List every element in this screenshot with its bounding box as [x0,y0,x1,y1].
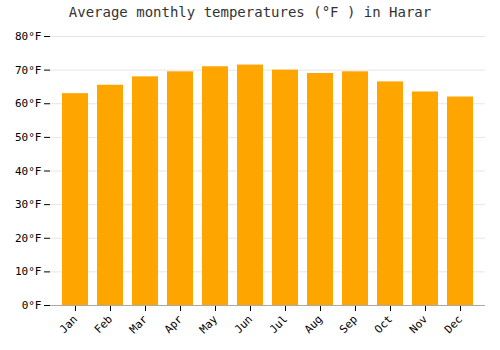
svg-text:Nov: Nov [407,312,431,336]
svg-text:40°F: 40°F [15,165,42,178]
svg-text:Feb: Feb [92,313,115,336]
svg-text:60°F: 60°F [15,97,42,110]
svg-text:Jan: Jan [57,313,80,336]
svg-text:Mar: Mar [127,312,151,336]
svg-text:Jun: Jun [232,313,255,336]
svg-text:Dec: Dec [442,313,465,336]
svg-text:50°F: 50°F [15,131,42,144]
svg-text:Oct: Oct [372,313,395,336]
svg-text:May: May [197,312,221,336]
svg-text:0°F: 0°F [22,299,42,312]
svg-text:Jul: Jul [267,313,290,336]
svg-text:20°F: 20°F [15,232,42,245]
svg-text:30°F: 30°F [15,198,42,211]
svg-text:Aug: Aug [302,313,325,336]
svg-text:Sep: Sep [337,313,360,336]
svg-text:10°F: 10°F [15,265,42,278]
svg-text:70°F: 70°F [15,64,42,77]
svg-text:Apr: Apr [162,312,186,336]
svg-text:80°F: 80°F [15,30,42,43]
html-text:Average monthly temperatures (: Average monthly temperatures (°F ) in Ha… [68,4,432,20]
